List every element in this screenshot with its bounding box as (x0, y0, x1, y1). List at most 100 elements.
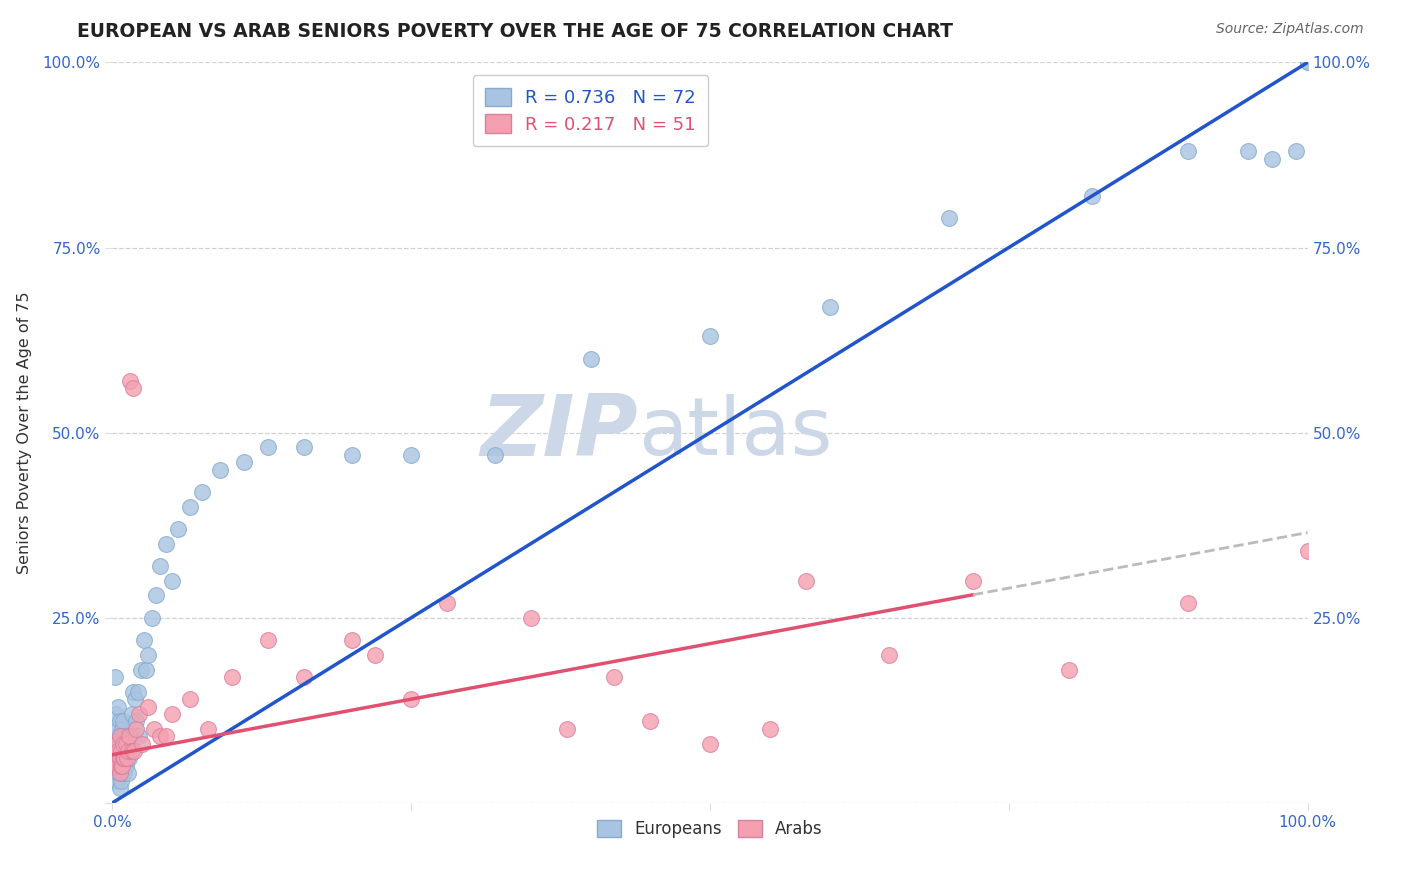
Point (879, 648, 901, 662)
Point (107, 699, 129, 714)
Point (114, 758, 136, 772)
Point (114, 737, 136, 751)
Point (179, 500, 201, 514)
Point (149, 729, 172, 743)
Point (640, 714, 662, 729)
Point (120, 729, 142, 743)
Point (105, 758, 128, 772)
Point (125, 722, 148, 736)
Point (1296, 544, 1319, 558)
Point (114, 737, 136, 751)
Point (138, 699, 160, 714)
Point (114, 766, 135, 780)
Point (162, 706, 183, 721)
Point (108, 714, 131, 729)
Point (699, 737, 721, 751)
Point (105, 737, 128, 751)
Point (1296, 55, 1319, 70)
Point (108, 780, 131, 795)
Point (221, 670, 243, 684)
Point (155, 536, 177, 550)
Point (520, 610, 543, 624)
Point (759, 722, 782, 736)
Point (112, 751, 135, 765)
Point (124, 692, 146, 706)
Point (118, 751, 141, 765)
Point (162, 574, 183, 588)
Point (107, 766, 129, 780)
Point (114, 751, 135, 765)
Point (117, 744, 139, 758)
Point (603, 670, 626, 684)
Point (179, 692, 201, 706)
Point (107, 744, 129, 758)
Point (1261, 152, 1284, 166)
Point (122, 744, 145, 758)
Point (135, 663, 157, 677)
Point (340, 448, 363, 462)
Point (155, 729, 177, 743)
Point (105, 706, 128, 721)
Point (938, 211, 960, 225)
Point (111, 758, 134, 772)
Point (143, 722, 166, 736)
Point (149, 558, 172, 573)
Text: Source: ZipAtlas.com: Source: ZipAtlas.com (1216, 22, 1364, 37)
Point (110, 729, 132, 743)
Point (108, 737, 131, 751)
Point (112, 737, 135, 751)
Point (401, 448, 423, 462)
Point (364, 648, 387, 662)
Point (112, 714, 135, 729)
Point (292, 670, 315, 684)
Point (794, 574, 817, 588)
Point (555, 722, 578, 736)
Point (111, 744, 134, 758)
Point (112, 758, 135, 772)
Point (401, 692, 423, 706)
Point (107, 744, 129, 758)
Text: EUROPEAN VS ARAB SENIORS POVERTY OVER THE AGE OF 75 CORRELATION CHART: EUROPEAN VS ARAB SENIORS POVERTY OVER TH… (77, 22, 953, 41)
Point (104, 670, 127, 684)
Point (257, 441, 280, 455)
Point (120, 374, 142, 388)
Point (115, 751, 138, 765)
Point (117, 766, 139, 780)
Point (111, 766, 134, 780)
Point (122, 729, 145, 743)
Point (128, 706, 150, 721)
Point (118, 729, 141, 743)
Point (108, 729, 131, 743)
Point (121, 685, 143, 699)
Point (132, 632, 155, 647)
Point (112, 737, 135, 751)
Point (1285, 145, 1308, 159)
Point (1296, 55, 1319, 70)
Point (105, 773, 128, 788)
Point (1057, 663, 1080, 677)
Point (129, 663, 152, 677)
Point (121, 706, 143, 721)
Point (191, 484, 214, 499)
Point (138, 648, 160, 662)
Point (110, 758, 132, 772)
Point (121, 744, 143, 758)
Point (127, 685, 149, 699)
Point (1081, 188, 1104, 202)
Text: atlas: atlas (638, 393, 832, 472)
Point (107, 722, 129, 736)
Point (292, 441, 315, 455)
Point (105, 729, 128, 743)
Point (257, 632, 280, 647)
Point (111, 722, 134, 736)
Point (107, 758, 129, 772)
Y-axis label: Seniors Poverty Over the Age of 75: Seniors Poverty Over the Age of 75 (17, 292, 31, 574)
Point (145, 589, 167, 603)
Point (108, 751, 131, 765)
Point (128, 729, 150, 743)
Point (105, 751, 128, 765)
Point (1177, 596, 1199, 610)
Point (115, 751, 138, 765)
Point (117, 744, 139, 758)
Point (141, 610, 163, 624)
